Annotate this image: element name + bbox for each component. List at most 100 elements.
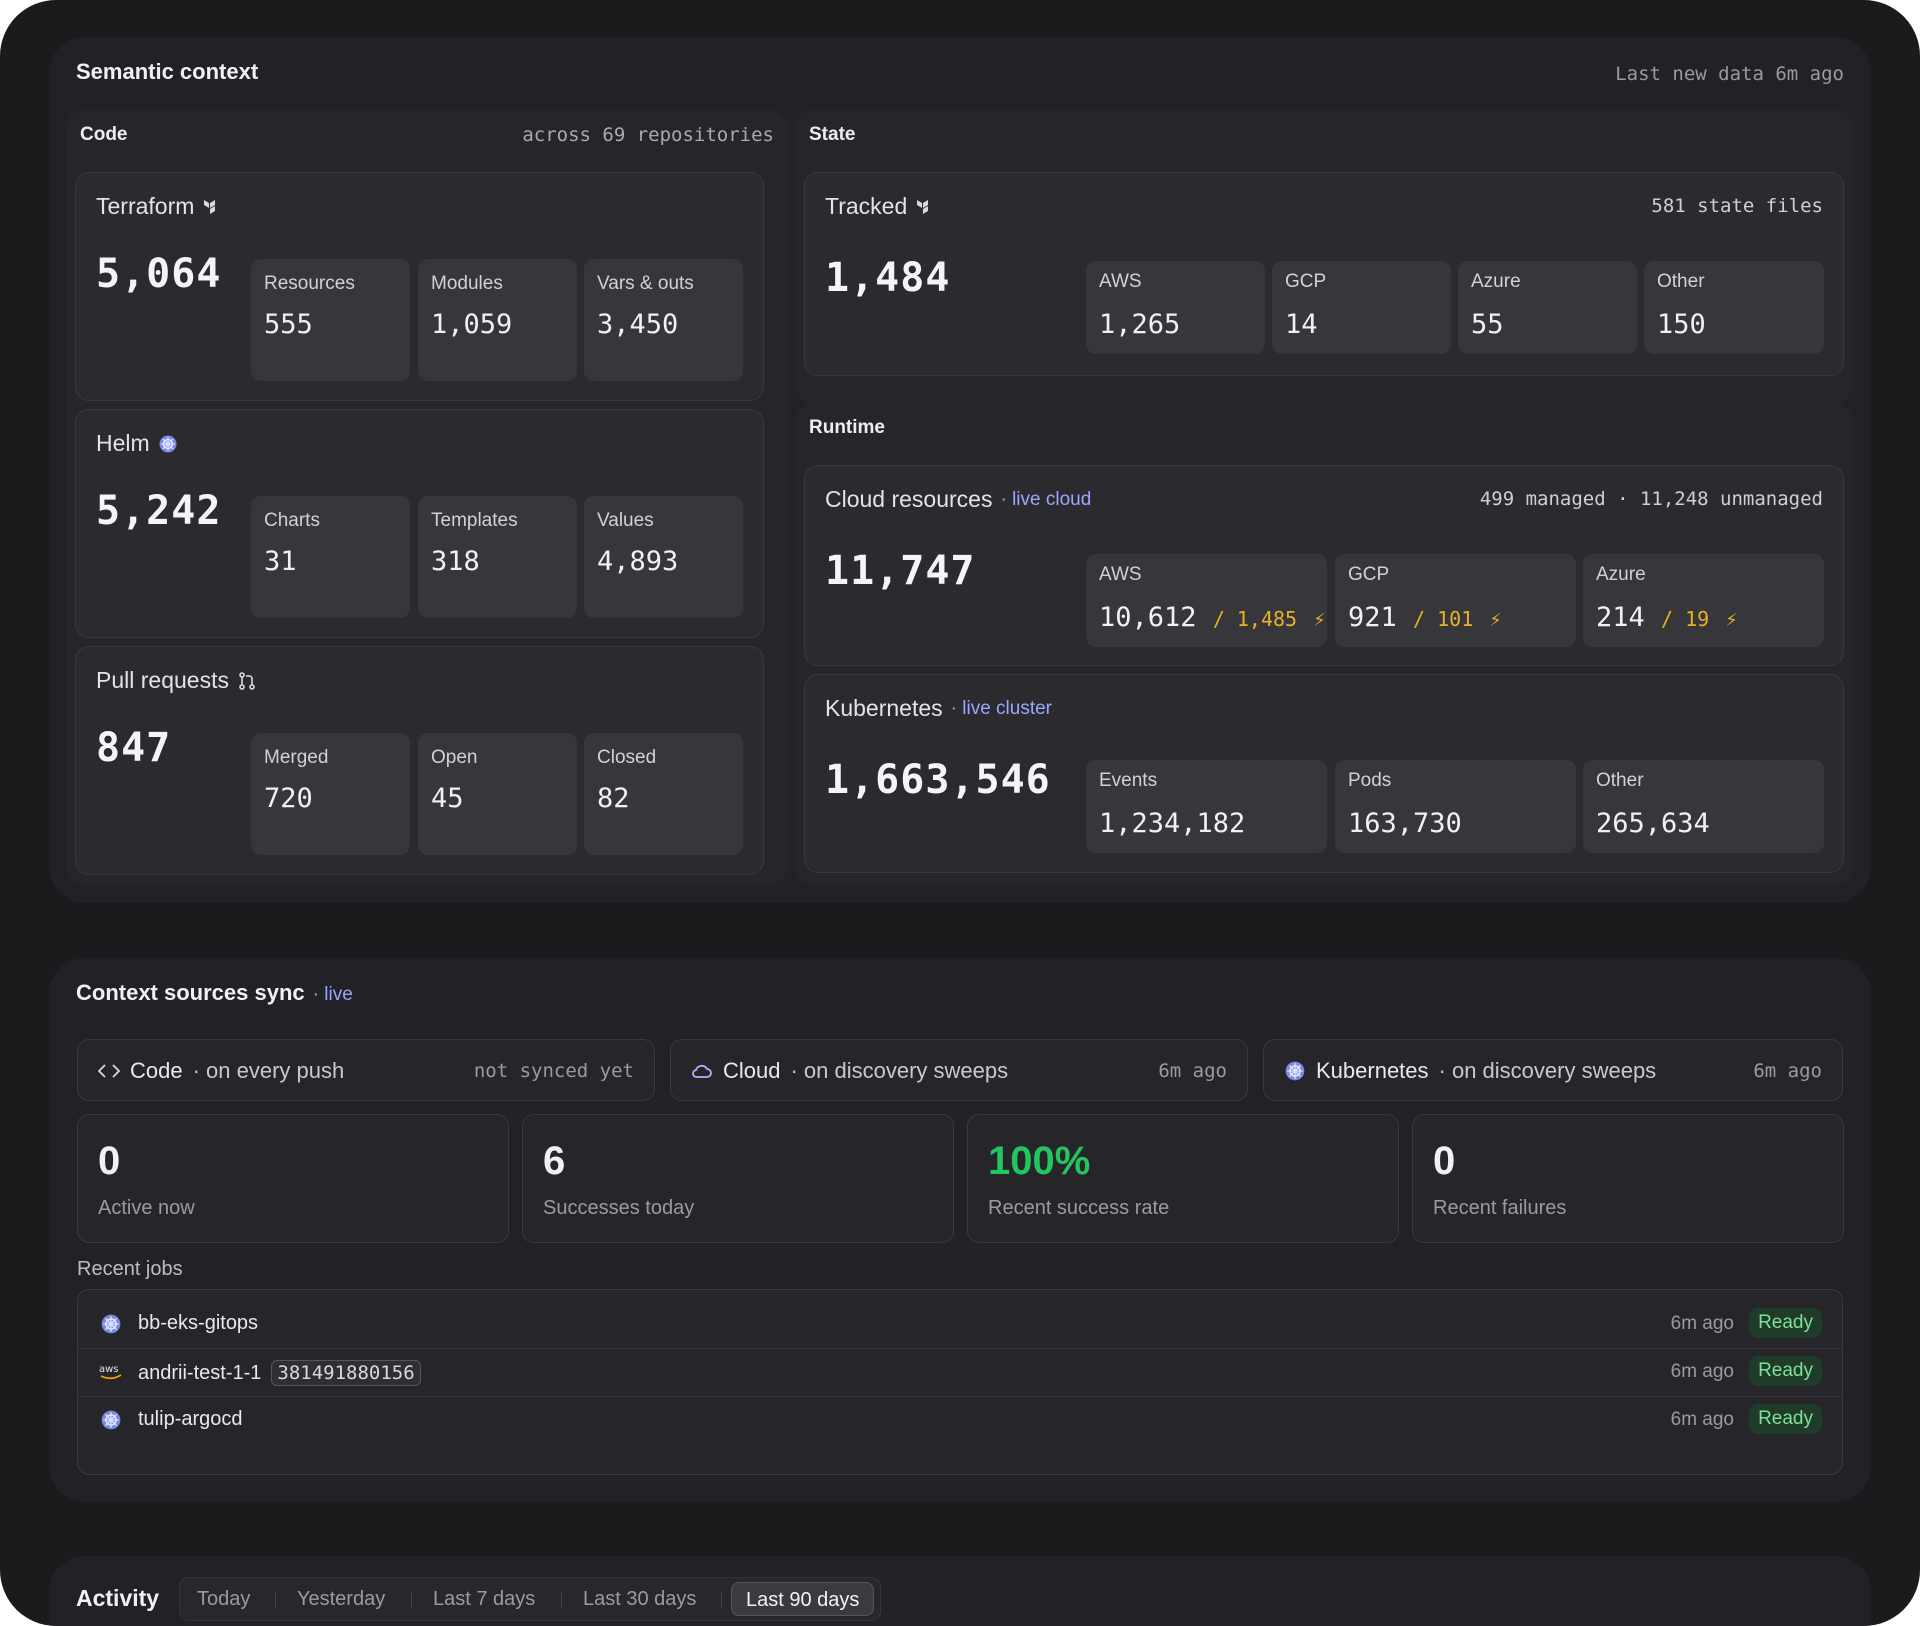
job-row[interactable]: aws andrii-test-1-1 381491880156 6m ago … bbox=[78, 1348, 1842, 1396]
tile-value: 265,634 bbox=[1596, 808, 1710, 839]
helm-charts-tile[interactable]: Charts 31 bbox=[251, 496, 410, 618]
tile-value: 45 bbox=[431, 783, 464, 814]
helm-card[interactable]: Helm 5,242 Charts 31 Templates 318 Value… bbox=[75, 409, 764, 638]
source-kubernetes[interactable]: Kubernetes · on discovery sweeps 6m ago bbox=[1263, 1039, 1843, 1101]
tile-label: Other bbox=[1596, 770, 1644, 791]
divider bbox=[561, 1592, 562, 1608]
tracked-other-tile[interactable]: Other 150 bbox=[1644, 261, 1824, 354]
tile-value: 150 bbox=[1657, 309, 1706, 340]
terraform-resources-tile[interactable]: Resources 555 bbox=[251, 259, 410, 381]
tab-last-30-days[interactable]: Last 30 days bbox=[583, 1588, 697, 1610]
terraform-card[interactable]: Terraform 5,064 Resources 555 Modules 1,… bbox=[75, 172, 764, 401]
terraform-icon bbox=[915, 198, 933, 216]
activity-title: Activity bbox=[76, 1585, 160, 1611]
job-time: 6m ago bbox=[1670, 1409, 1734, 1430]
pr-merged-tile[interactable]: Merged 720 bbox=[251, 733, 410, 855]
pull-requests-card[interactable]: Pull requests 847 Merged 720 Open 45 Clo… bbox=[75, 646, 764, 875]
stat-label: Successes today bbox=[543, 1197, 695, 1219]
tile-label: Pods bbox=[1348, 770, 1392, 791]
job-time: 6m ago bbox=[1670, 1361, 1734, 1382]
source-schedule: · on discovery sweeps bbox=[790, 1058, 1009, 1083]
tile-value: 214 bbox=[1596, 602, 1645, 633]
cloud-resources-card[interactable]: Cloud resources · live cloud 499 managed… bbox=[804, 465, 1844, 666]
stat-label: Recent success rate bbox=[988, 1197, 1170, 1219]
job-row[interactable]: bb-eks-gitops 6m ago Ready bbox=[78, 1300, 1842, 1348]
drift-count: / 19 bbox=[1661, 607, 1710, 631]
divider bbox=[275, 1592, 276, 1608]
tab-last-90-days[interactable]: Last 90 days bbox=[731, 1582, 875, 1616]
stat-label: Active now bbox=[98, 1197, 195, 1219]
pull-requests-title: Pull requests bbox=[96, 667, 229, 693]
k8s-events-tile[interactable]: Events 1,234,182 bbox=[1086, 760, 1327, 853]
tile-value: 4,893 bbox=[597, 546, 679, 577]
job-time: 6m ago bbox=[1670, 1313, 1734, 1334]
last-data-timestamp: Last new data 6m ago bbox=[1615, 63, 1844, 85]
kubernetes-icon bbox=[98, 1312, 124, 1336]
source-schedule: · on every push bbox=[192, 1058, 345, 1083]
kubernetes-icon bbox=[98, 1408, 124, 1432]
k8s-other-tile[interactable]: Other 265,634 bbox=[1583, 760, 1824, 853]
source-name: Code bbox=[130, 1058, 183, 1083]
kubernetes-title: Kubernetes bbox=[825, 695, 943, 721]
date-range-tabs: Today Yesterday Last 7 days Last 30 days… bbox=[179, 1577, 881, 1621]
cloud-aws-tile[interactable]: AWS 10,612 / 1,485 ⚡︎ bbox=[1086, 554, 1327, 647]
pr-open-tile[interactable]: Open 45 bbox=[418, 733, 577, 855]
source-sync-time: 6m ago bbox=[1158, 1060, 1227, 1082]
pull-requests-total: 847 bbox=[96, 725, 172, 771]
source-code[interactable]: Code · on every push not synced yet bbox=[77, 1039, 655, 1101]
terraform-vars-tile[interactable]: Vars & outs 3,450 bbox=[584, 259, 743, 381]
code-icon bbox=[98, 1063, 120, 1079]
source-schedule: · on discovery sweeps bbox=[1438, 1058, 1657, 1083]
helm-templates-tile[interactable]: Templates 318 bbox=[418, 496, 577, 618]
tile-value: 31 bbox=[264, 546, 297, 577]
stat-value: 100% bbox=[988, 1139, 1091, 1183]
lightning-icon: ⚡︎ bbox=[1489, 607, 1502, 631]
aws-icon: aws bbox=[98, 1360, 124, 1384]
terraform-modules-tile[interactable]: Modules 1,059 bbox=[418, 259, 577, 381]
terraform-title: Terraform bbox=[96, 193, 195, 219]
pr-closed-tile[interactable]: Closed 82 bbox=[584, 733, 743, 855]
tab-today[interactable]: Today bbox=[197, 1588, 251, 1610]
state-column-title: State bbox=[809, 124, 856, 145]
tile-value: 555 bbox=[264, 309, 313, 340]
job-name: bb-eks-gitops bbox=[138, 1312, 259, 1334]
tracked-aws-tile[interactable]: AWS 1,265 bbox=[1086, 261, 1265, 354]
tile-label: Charts bbox=[264, 510, 320, 531]
helm-values-tile[interactable]: Values 4,893 bbox=[584, 496, 743, 618]
cloud-azure-tile[interactable]: Azure 214 / 19 ⚡︎ bbox=[1583, 554, 1824, 647]
status-badge: Ready bbox=[1749, 1404, 1822, 1434]
managed-unmanaged-counts: 499 managed · 11,248 unmanaged bbox=[1479, 488, 1823, 510]
runtime-column-title: Runtime bbox=[809, 417, 885, 438]
cloud-gcp-tile[interactable]: GCP 921 / 101 ⚡︎ bbox=[1335, 554, 1576, 647]
stat-value: 0 bbox=[98, 1139, 121, 1183]
tab-yesterday[interactable]: Yesterday bbox=[297, 1588, 386, 1610]
source-sync-time: 6m ago bbox=[1753, 1060, 1822, 1082]
tile-label: GCP bbox=[1285, 271, 1327, 292]
tracked-card[interactable]: Tracked 581 state files 1,484 AWS 1,265 … bbox=[804, 172, 1844, 376]
section-title: Semantic context bbox=[76, 59, 259, 84]
tile-value: 82 bbox=[597, 783, 630, 814]
git-pull-request-icon bbox=[237, 671, 257, 691]
tile-label: Azure bbox=[1471, 271, 1521, 292]
stat-value: 0 bbox=[1433, 1139, 1456, 1183]
recent-jobs-list: bb-eks-gitops 6m ago Ready aws andrii-te… bbox=[77, 1289, 1843, 1475]
live-cloud-tag: · live cloud bbox=[1000, 488, 1092, 510]
terraform-total: 5,064 bbox=[96, 251, 222, 297]
kubernetes-icon bbox=[158, 434, 178, 454]
tile-label: Closed bbox=[597, 747, 657, 768]
cloud-resources-total: 11,747 bbox=[825, 548, 976, 594]
source-cloud[interactable]: Cloud · on discovery sweeps 6m ago bbox=[670, 1039, 1248, 1101]
account-id: 381491880156 bbox=[271, 1360, 421, 1386]
tab-last-7-days[interactable]: Last 7 days bbox=[433, 1588, 536, 1610]
sync-section-title: Context sources sync bbox=[76, 980, 305, 1005]
tile-label: Azure bbox=[1596, 564, 1646, 585]
tracked-gcp-tile[interactable]: GCP 14 bbox=[1272, 261, 1451, 354]
runtime-column: Runtime Cloud resources · live cloud 499… bbox=[795, 403, 1853, 884]
cloud-icon bbox=[691, 1063, 713, 1079]
job-row[interactable]: tulip-argocd 6m ago Ready bbox=[78, 1396, 1842, 1444]
k8s-pods-tile[interactable]: Pods 163,730 bbox=[1335, 760, 1576, 853]
kubernetes-card[interactable]: Kubernetes · live cluster 1,663,546 Even… bbox=[804, 674, 1844, 873]
stat-successes-today: 6 Successes today bbox=[522, 1114, 954, 1243]
tracked-azure-tile[interactable]: Azure 55 bbox=[1458, 261, 1637, 354]
divider bbox=[411, 1592, 412, 1608]
